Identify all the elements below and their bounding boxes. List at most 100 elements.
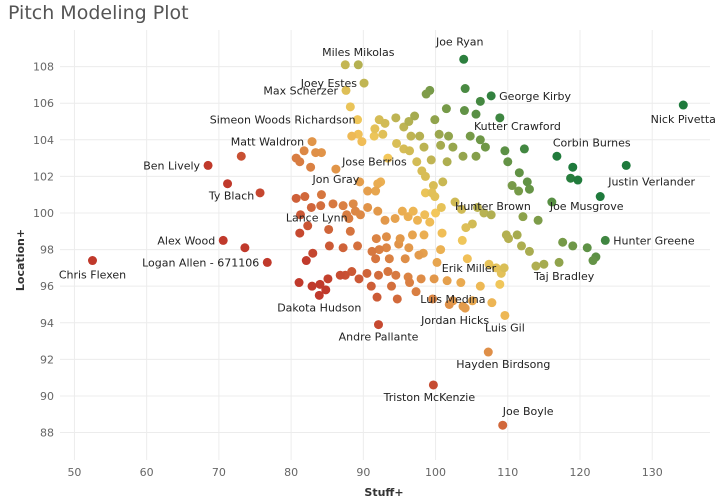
grid-lines <box>60 30 710 460</box>
data-point <box>381 243 391 253</box>
y-tick-label: 108 <box>33 61 54 74</box>
point-label: Justin Verlander <box>607 175 695 188</box>
labeled-point <box>88 256 97 266</box>
data-point <box>582 243 592 253</box>
data-point <box>291 193 301 203</box>
point-label: Luis Medina <box>420 293 485 306</box>
point-label: Erik Miller <box>442 262 497 275</box>
data-point <box>355 177 365 187</box>
point-label: Logan Allen - 671106 <box>142 256 259 269</box>
point-label: Miles Mikolas <box>322 46 395 59</box>
point-label: Luis Gil <box>485 321 525 334</box>
data-point <box>429 274 439 284</box>
point-label: Jon Gray <box>312 173 360 186</box>
data-point <box>436 140 446 150</box>
data-point <box>374 245 384 255</box>
point-label: Alex Wood <box>157 234 215 247</box>
point-label: Ty Blach <box>208 190 254 203</box>
data-point <box>363 186 373 196</box>
y-tick-label: 104 <box>33 134 54 147</box>
labeled-point <box>678 100 688 110</box>
data-point <box>335 270 345 280</box>
data-point <box>373 179 383 189</box>
data-point <box>554 257 564 267</box>
data-point <box>348 199 358 209</box>
point-label: Hayden Birdsong <box>456 358 550 371</box>
point-label: Joey Estes <box>300 77 358 90</box>
data-point <box>407 230 417 240</box>
data-point <box>428 294 438 304</box>
data-point <box>500 146 510 156</box>
x-tick-label: 80 <box>284 466 298 479</box>
y-tick-label: 92 <box>40 353 54 366</box>
data-point <box>408 206 418 216</box>
labeled-point <box>314 290 324 300</box>
labeled-point <box>331 164 341 174</box>
data-point <box>383 153 393 163</box>
data-point <box>384 254 394 264</box>
data-point <box>371 254 381 264</box>
data-point <box>255 188 265 198</box>
data-point <box>299 146 309 156</box>
data-point <box>380 215 390 225</box>
point-label: Ben Lively <box>143 159 200 172</box>
labeled-point <box>223 179 233 189</box>
labeled-point <box>483 347 493 357</box>
labeled-point <box>500 310 510 320</box>
data-point <box>406 131 416 141</box>
labeled-point <box>359 78 369 88</box>
data-point <box>373 206 383 216</box>
data-point <box>420 210 430 220</box>
data-point <box>507 181 517 191</box>
labeled-point <box>428 380 438 390</box>
data-point <box>514 168 524 178</box>
data-point <box>539 259 549 269</box>
data-point <box>595 192 605 202</box>
data-point <box>369 131 379 141</box>
data-point <box>430 192 440 202</box>
x-tick-label: 60 <box>140 466 154 479</box>
data-point <box>495 279 505 289</box>
data-point <box>517 241 526 251</box>
point-label: Kutter Crawford <box>474 120 561 133</box>
x-tick-label: 130 <box>642 466 663 479</box>
data-point <box>484 259 494 269</box>
labeled-point <box>262 257 272 267</box>
data-point <box>419 142 429 152</box>
data-point <box>311 148 321 158</box>
data-point <box>431 208 441 218</box>
data-point <box>411 287 421 297</box>
data-point <box>486 210 496 220</box>
data-point <box>345 226 355 236</box>
data-point <box>395 234 405 244</box>
data-point <box>518 212 528 222</box>
data-point <box>436 245 446 255</box>
labeled-point <box>218 235 228 245</box>
data-point <box>503 157 513 167</box>
data-point <box>387 281 396 291</box>
data-point <box>414 250 424 260</box>
data-point <box>291 153 301 163</box>
data-point <box>308 248 318 258</box>
data-point <box>374 270 383 280</box>
y-tick-label: 100 <box>33 207 54 220</box>
data-point <box>495 113 505 123</box>
x-tick-label: 70 <box>212 466 226 479</box>
data-point <box>558 237 568 247</box>
data-point <box>479 208 489 218</box>
y-tick-label: 106 <box>33 97 54 110</box>
data-point <box>296 210 305 220</box>
labeled-point <box>460 303 470 313</box>
data-point <box>300 192 310 202</box>
labeled-point <box>531 261 541 271</box>
data-point <box>405 278 415 288</box>
labeled-point <box>600 235 610 245</box>
data-point <box>366 281 376 291</box>
data-point <box>457 235 467 245</box>
point-label: Joe Boyle <box>502 405 554 418</box>
point-label: Andre Pallante <box>339 331 419 344</box>
point-label: Jordan Hicks <box>420 314 489 327</box>
point-labels: Miles Mikolas Joey Estes Joe Ryan Max Scher… <box>59 35 716 418</box>
data-point <box>344 213 354 223</box>
